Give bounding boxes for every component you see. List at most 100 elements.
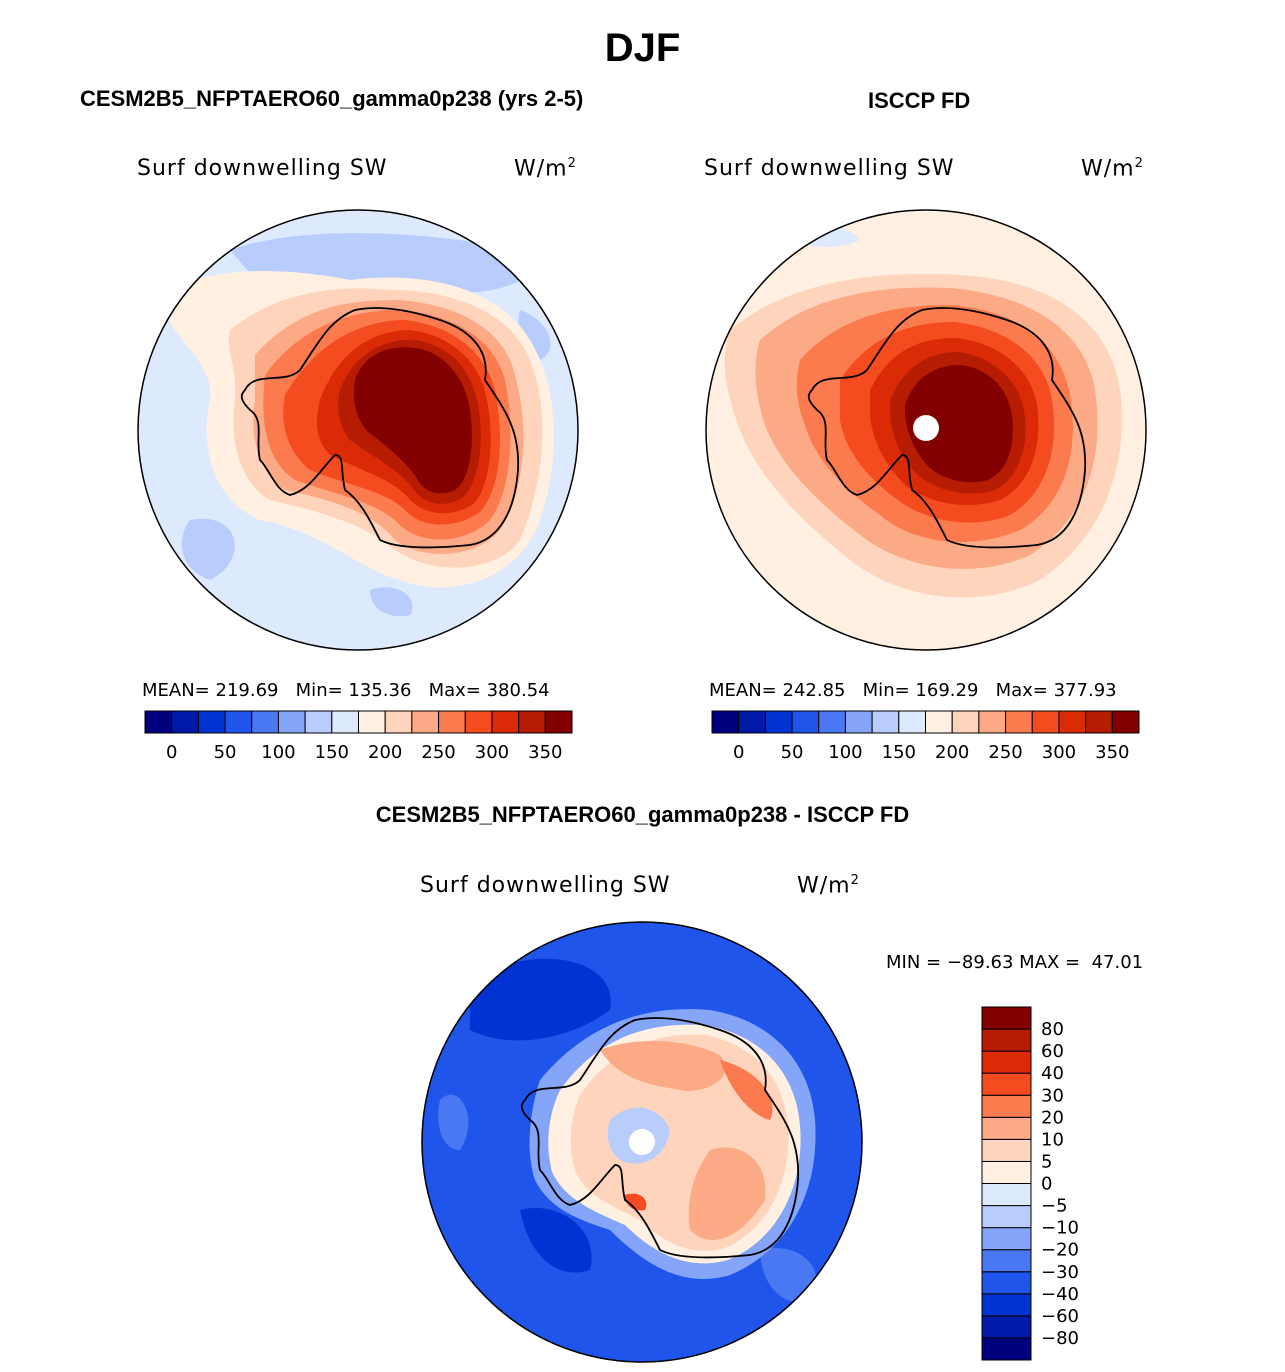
- diff-colorbar-tick-label: 40: [1041, 1063, 1064, 1084]
- left-min-label: Min=: [295, 680, 343, 701]
- left-stats: MEAN= 219.69 Min= 135.36 Max= 380.54: [142, 680, 550, 701]
- right-units-label: W/m2: [1081, 156, 1144, 181]
- left-colorbar-tick-label: 250: [421, 742, 455, 763]
- left-colorbar-swatch: [518, 710, 546, 734]
- left-colorbar-swatch: [304, 710, 333, 734]
- left-colorbar: 0 50 100 150 200 250 300 350: [144, 710, 573, 763]
- right-colorbar: 0 50 100 150 200 250 300 350: [711, 710, 1140, 763]
- diff-colorbar-swatch: [981, 1271, 1032, 1295]
- diff-colorbar-swatch: [981, 1337, 1032, 1361]
- right-colorbar-swatch: [951, 710, 980, 734]
- right-units-exp: 2: [1134, 156, 1144, 171]
- left-colorbar-swatch: [411, 710, 440, 734]
- right-colorbar-tick-label: 50: [781, 742, 804, 763]
- right-colorbar-swatch: [1031, 710, 1060, 734]
- left-colorbar-swatch: [438, 710, 466, 734]
- left-min-value: 135.36: [348, 680, 412, 701]
- left-coastline: [240, 307, 520, 549]
- right-colorbar-swatch: [898, 710, 926, 734]
- left-colorbar-swatch: [277, 710, 306, 734]
- diff-units-exp: 2: [850, 873, 860, 888]
- right-stats: MEAN= 242.85 Min= 169.29 Max= 377.93: [709, 680, 1117, 701]
- right-colorbar-swatch: [925, 710, 953, 734]
- diff-colorbar-swatch: [981, 1249, 1032, 1273]
- left-colorbar-swatch: [464, 710, 493, 734]
- diff-colorbar-tick-label: 60: [1041, 1041, 1064, 1062]
- right-variable-label: Surf downwelling SW: [704, 156, 955, 181]
- diff-colorbar-swatch: [981, 1293, 1032, 1317]
- right-colorbar-tick-label: 150: [882, 742, 916, 763]
- left-mean-label: MEAN=: [142, 680, 210, 701]
- left-colorbar-swatch: [491, 710, 520, 734]
- left-colorbar-swatch: [544, 710, 573, 734]
- left-panel-header: CESM2B5_NFPTAERO60_gamma0p238 (yrs 2-5): [80, 86, 584, 111]
- right-colorbar-swatch: [871, 710, 900, 734]
- diff-units-label: W/m2: [797, 873, 860, 898]
- left-max-label: Max=: [428, 680, 481, 701]
- left-colorbar-tick-label: 50: [214, 742, 237, 763]
- left-colorbar-swatch: [144, 710, 173, 734]
- right-map-border: [705, 209, 1147, 651]
- left-colorbar-swatch: [358, 710, 386, 734]
- right-colorbar-swatch: [978, 710, 1007, 734]
- right-colorbar-tick-label: 300: [1042, 742, 1076, 763]
- diff-colorbar-tick-label: −40: [1041, 1284, 1079, 1305]
- right-min-value: 169.29: [915, 680, 979, 701]
- right-colorbar-swatch: [1005, 710, 1033, 734]
- right-pole-hole: [913, 415, 939, 441]
- diff-colorbar-swatch: [981, 1138, 1032, 1162]
- diff-colorbar-tick-label: 5: [1041, 1151, 1052, 1172]
- diff-colorbar-swatch: [981, 1072, 1032, 1096]
- diff-colorbar-tick-label: 10: [1041, 1129, 1064, 1150]
- right-colorbar-swatch: [791, 710, 820, 734]
- diff-colorbar-tick-label: −5: [1041, 1196, 1068, 1217]
- left-colorbar-tick-label: 100: [261, 742, 295, 763]
- left-units-label: W/m2: [514, 156, 577, 181]
- diff-colorbar-tick-label: 30: [1041, 1085, 1064, 1106]
- diff-colorbar-swatch: [981, 1205, 1032, 1229]
- diff-coastline: [520, 1017, 800, 1259]
- right-colorbar-swatch: [1058, 710, 1087, 734]
- diff-panel-header: CESM2B5_NFPTAERO60_gamma0p238 - ISCCP FD: [375, 802, 910, 827]
- diff-colorbar-tick-label: 80: [1041, 1019, 1064, 1040]
- right-colorbar-swatch: [1111, 710, 1140, 734]
- right-max-value: 377.93: [1053, 680, 1117, 701]
- left-colorbar-swatch: [384, 710, 413, 734]
- diff-colorbar-swatch: [981, 1006, 1032, 1030]
- right-colorbar-tick-label: 200: [935, 742, 969, 763]
- diff-colorbar-swatch: [981, 1050, 1032, 1074]
- diff-colorbar-tick-label: −60: [1041, 1306, 1079, 1327]
- right-panel-header: ISCCP FD: [868, 88, 971, 113]
- left-colorbar-tick-label: 350: [528, 742, 562, 763]
- left-colorbar-swatch: [224, 710, 253, 734]
- right-colorbar-swatch: [738, 710, 766, 734]
- right-colorbar-swatch: [711, 710, 740, 734]
- right-colorbar-tick-label: 100: [828, 742, 862, 763]
- left-max-value: 380.54: [486, 680, 550, 701]
- left-colorbar-swatch: [331, 710, 359, 734]
- left-colorbar-swatch: [171, 710, 199, 734]
- right-colorbar-tick-label: 0: [733, 742, 744, 763]
- diff-colorbar-tick-label: 0: [1041, 1174, 1052, 1195]
- left-colorbar-tick-label: 150: [315, 742, 349, 763]
- diff-colorbar-swatch: [981, 1227, 1032, 1251]
- diff-colorbar-tick-label: 20: [1041, 1107, 1064, 1128]
- diff-units-base: W/m: [797, 873, 851, 899]
- right-colorbar-swatch: [844, 710, 873, 734]
- right-units-base: W/m: [1081, 156, 1135, 182]
- left-colorbar-swatch: [197, 710, 226, 734]
- right-min-label: Min=: [862, 680, 910, 701]
- left-units-exp: 2: [567, 156, 577, 171]
- right-colorbar-swatch: [1085, 710, 1113, 734]
- diff-colorbar-swatch: [981, 1028, 1032, 1052]
- diff-colorbar-tick-label: −10: [1041, 1218, 1079, 1239]
- left-colorbar-swatch: [251, 710, 279, 734]
- right-mean-label: MEAN=: [709, 680, 777, 701]
- left-colorbar-tick-label: 0: [166, 742, 177, 763]
- left-colorbar-tick-label: 200: [368, 742, 402, 763]
- left-map-border: [137, 209, 579, 651]
- right-coastline: [807, 307, 1087, 549]
- diff-colorbar-tick-label: −30: [1041, 1262, 1079, 1283]
- left-colorbar-tick-label: 300: [475, 742, 509, 763]
